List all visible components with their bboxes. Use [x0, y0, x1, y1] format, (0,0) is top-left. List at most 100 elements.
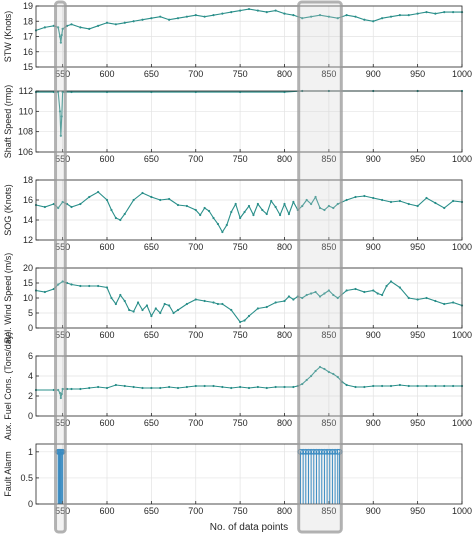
data-point: [345, 198, 348, 202]
x-tick-label: 900: [366, 506, 381, 516]
x-tick-label: 1000: [452, 69, 472, 79]
data-point: [97, 385, 100, 389]
data-point: [216, 222, 220, 226]
data-point: [132, 198, 135, 202]
data-point: [287, 212, 291, 216]
y-tick-label: 15: [23, 278, 33, 288]
x-axis-label: No. of data points: [210, 522, 288, 533]
y-tick-label: 19: [23, 1, 33, 11]
data-point: [60, 33, 63, 37]
x-tick-label: 750: [233, 69, 248, 79]
data-point: [372, 289, 375, 292]
data-point: [212, 216, 215, 220]
data-point: [57, 26, 60, 29]
x-tick-label: 550: [55, 154, 70, 164]
x-tick-label: 850: [321, 154, 336, 164]
data-point: [398, 286, 401, 289]
x-tick-label: 800: [277, 154, 292, 164]
data-point: [57, 206, 60, 210]
x-tick-label: 800: [277, 69, 292, 79]
data-point: [247, 386, 251, 390]
series-line: [36, 366, 462, 399]
data-point: [318, 365, 322, 369]
y-tick-label: 0: [28, 411, 33, 421]
data-point: [327, 204, 330, 208]
data-point: [310, 292, 313, 295]
data-point: [239, 9, 242, 12]
data-point: [114, 23, 117, 26]
data-point: [230, 10, 233, 14]
axes-box: [35, 90, 463, 153]
data-point: [274, 301, 277, 304]
data-point: [230, 308, 233, 312]
x-tick-label: 950: [410, 242, 425, 252]
y-tick-label: 110: [19, 106, 33, 116]
data-point: [79, 26, 82, 29]
data-point: [452, 10, 455, 14]
data-point: [310, 374, 313, 378]
data-point: [372, 196, 375, 200]
data-point: [323, 367, 326, 371]
data-point: [345, 383, 348, 387]
data-point: [230, 210, 233, 214]
data-point: [443, 302, 446, 306]
data-point: [407, 296, 410, 300]
data-point: [114, 383, 117, 387]
x-tick-label: 600: [99, 154, 114, 164]
data-point: [305, 293, 308, 297]
data-point: [57, 388, 60, 392]
data-point: [203, 384, 206, 388]
data-point: [60, 115, 63, 118]
data-point: [88, 386, 91, 390]
highlight-band: [297, 0, 343, 534]
x-tick-label: 550: [55, 242, 70, 252]
data-point: [243, 210, 246, 214]
data-point: [274, 205, 277, 209]
data-point: [363, 290, 366, 294]
data-point: [372, 384, 375, 388]
x-tick-label: 600: [99, 242, 114, 252]
series-line: [35, 191, 463, 234]
data-point: [221, 302, 224, 306]
data-point: [150, 195, 153, 199]
data-point: [60, 392, 63, 396]
data-point: [292, 385, 295, 389]
x-tick-label: 800: [277, 242, 292, 252]
data-point: [274, 9, 277, 12]
y-axis-label: Rel. Wind Speed (m/s): [3, 253, 13, 344]
y-axis-label: Shaft Speed (rmp): [3, 85, 13, 159]
x-tick-label: 750: [233, 330, 248, 340]
data-point: [176, 386, 180, 390]
data-point: [407, 384, 410, 388]
data-point: [97, 190, 100, 194]
y-tick-label: 18: [23, 175, 33, 185]
data-point: [407, 14, 410, 17]
data-point: [265, 386, 268, 390]
data-point: [141, 191, 144, 195]
data-point: [70, 90, 73, 94]
data-point: [389, 280, 393, 283]
data-point: [292, 14, 295, 17]
data-point: [354, 385, 357, 389]
data-point: [168, 385, 171, 389]
data-point: [292, 200, 295, 204]
data-point: [283, 12, 286, 15]
data-point: [58, 35, 62, 38]
x-tick-label: 900: [366, 330, 381, 340]
data-point: [136, 301, 140, 304]
y-tick-label: 17: [23, 32, 33, 42]
data-point: [336, 296, 339, 300]
x-tick-label: 650: [144, 418, 159, 428]
x-tick-label: 850: [321, 69, 336, 79]
data-point: [389, 15, 393, 18]
x-tick-label: 700: [188, 69, 203, 79]
data-point: [381, 17, 384, 20]
data-point: [301, 382, 304, 386]
y-tick-label: 0.5: [20, 473, 33, 483]
data-point: [301, 17, 304, 20]
x-tick-label: 700: [188, 330, 203, 340]
data-point: [119, 218, 122, 222]
data-point: [43, 205, 46, 209]
